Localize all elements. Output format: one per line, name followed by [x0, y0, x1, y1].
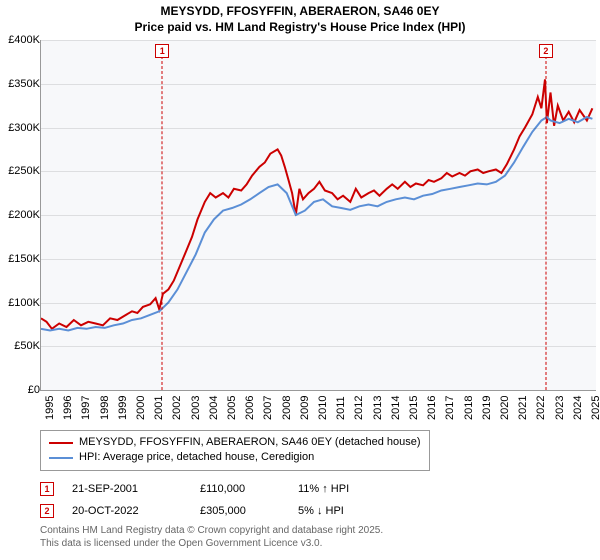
- series-red: [41, 79, 592, 328]
- table-marker: 2: [40, 504, 54, 518]
- xtick-label: 2012: [353, 396, 365, 420]
- xtick-label: 2025: [590, 396, 600, 420]
- title-line1: MEYSYDD, FFOSYFFIN, ABERAERON, SA46 0EY: [0, 4, 600, 20]
- marker-box: 1: [155, 44, 169, 58]
- xtick-label: 1999: [117, 396, 129, 420]
- xtick-label: 2021: [517, 396, 529, 420]
- xtick-label: 2005: [226, 396, 238, 420]
- gridline: [41, 171, 596, 172]
- marker-box: 2: [539, 44, 553, 58]
- tcell-date: 21-SEP-2001: [72, 483, 182, 495]
- ytick-label: £50K: [14, 340, 40, 352]
- xtick-label: 1998: [99, 396, 111, 420]
- xtick-label: 2003: [190, 396, 202, 420]
- xtick-label: 2024: [572, 396, 584, 420]
- legend-row: MEYSYDD, FFOSYFFIN, ABERAERON, SA46 0EY …: [49, 435, 421, 450]
- ytick-label: £250K: [8, 165, 40, 177]
- legend-label-red: MEYSYDD, FFOSYFFIN, ABERAERON, SA46 0EY …: [79, 435, 421, 450]
- xtick-label: 2023: [554, 396, 566, 420]
- xtick-label: 2022: [535, 396, 547, 420]
- xtick-label: 2006: [244, 396, 256, 420]
- chart-area: [40, 40, 596, 391]
- gridline: [41, 128, 596, 129]
- table-row: 2 20-OCT-2022 £305,000 5% ↓ HPI: [40, 500, 398, 522]
- tcell-price: £110,000: [200, 483, 280, 495]
- ytick-label: £100K: [8, 297, 40, 309]
- xtick-label: 2000: [135, 396, 147, 420]
- marker-line: [545, 56, 546, 390]
- series-blue: [41, 117, 592, 331]
- marker-line: [162, 56, 163, 390]
- xtick-label: 2004: [208, 396, 220, 420]
- legend-swatch-blue: [49, 457, 73, 459]
- gridline: [41, 40, 596, 41]
- xtick-label: 2017: [444, 396, 456, 420]
- title-block: MEYSYDD, FFOSYFFIN, ABERAERON, SA46 0EY …: [0, 0, 600, 35]
- ytick-label: £400K: [8, 34, 40, 46]
- footer-line1: Contains HM Land Registry data © Crown c…: [40, 525, 383, 538]
- legend-row: HPI: Average price, detached house, Cere…: [49, 450, 421, 465]
- ytick-label: £350K: [8, 78, 40, 90]
- tcell-date: 20-OCT-2022: [72, 505, 182, 517]
- gridline: [41, 346, 596, 347]
- table-marker: 1: [40, 482, 54, 496]
- title-line2: Price paid vs. HM Land Registry's House …: [0, 20, 600, 36]
- xtick-label: 1997: [80, 396, 92, 420]
- ytick-label: £300K: [8, 122, 40, 134]
- chart-container: MEYSYDD, FFOSYFFIN, ABERAERON, SA46 0EY …: [0, 0, 600, 560]
- xtick-label: 1996: [62, 396, 74, 420]
- legend-swatch-red: [49, 442, 73, 444]
- tcell-price: £305,000: [200, 505, 280, 517]
- xtick-label: 2011: [335, 396, 347, 420]
- table-row: 1 21-SEP-2001 £110,000 11% ↑ HPI: [40, 478, 398, 500]
- xtick-label: 2010: [317, 396, 329, 420]
- xtick-label: 2014: [390, 396, 402, 420]
- xtick-label: 2016: [426, 396, 438, 420]
- xtick-label: 2002: [171, 396, 183, 420]
- ytick-label: £150K: [8, 253, 40, 265]
- gridline: [41, 303, 596, 304]
- xtick-label: 2019: [481, 396, 493, 420]
- xtick-label: 2018: [463, 396, 475, 420]
- ytick-label: £200K: [8, 209, 40, 221]
- ytick-label: £0: [28, 384, 40, 396]
- transaction-table: 1 21-SEP-2001 £110,000 11% ↑ HPI 2 20-OC…: [40, 478, 398, 522]
- xtick-label: 1995: [44, 396, 56, 420]
- gridline: [41, 215, 596, 216]
- xtick-label: 2020: [499, 396, 511, 420]
- xtick-label: 2013: [372, 396, 384, 420]
- xtick-label: 2008: [281, 396, 293, 420]
- footer: Contains HM Land Registry data © Crown c…: [40, 525, 383, 550]
- gridline: [41, 84, 596, 85]
- xtick-label: 2007: [262, 396, 274, 420]
- xtick-label: 2015: [408, 396, 420, 420]
- legend: MEYSYDD, FFOSYFFIN, ABERAERON, SA46 0EY …: [40, 430, 430, 471]
- tcell-pct: 5% ↓ HPI: [298, 505, 398, 517]
- xtick-label: 2009: [299, 396, 311, 420]
- footer-line2: This data is licensed under the Open Gov…: [40, 538, 383, 551]
- tcell-pct: 11% ↑ HPI: [298, 483, 398, 495]
- legend-label-blue: HPI: Average price, detached house, Cere…: [79, 450, 314, 465]
- gridline: [41, 259, 596, 260]
- xtick-label: 2001: [153, 396, 165, 420]
